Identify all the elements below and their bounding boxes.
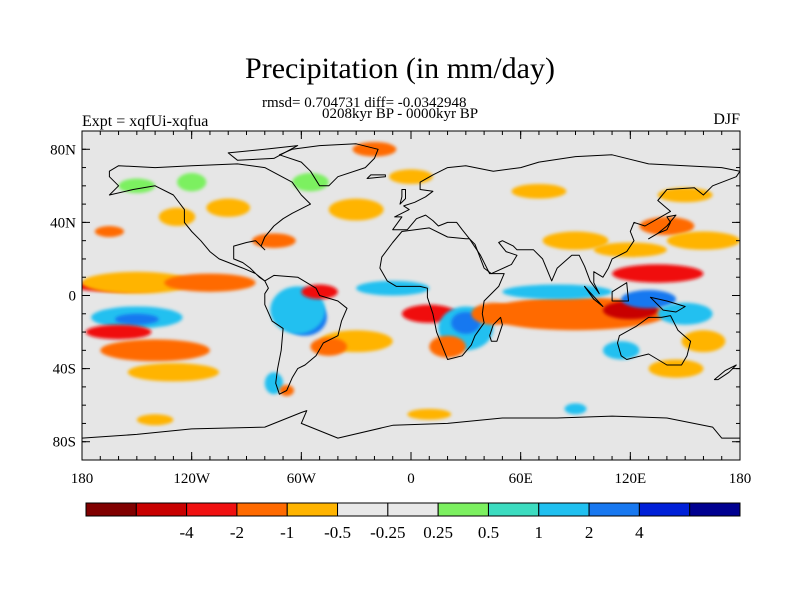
colorbar-swatch [437, 502, 489, 517]
colorbar-label: -4 [180, 523, 195, 542]
colorbar-swatch [487, 502, 540, 517]
colorbar-swatch [538, 502, 590, 517]
anomaly-region [301, 284, 338, 300]
anomaly-region [657, 302, 713, 325]
coastline [584, 285, 595, 300]
colorbar-label: 0.5 [478, 523, 499, 542]
coastline [617, 315, 692, 366]
anomaly-region [429, 335, 466, 358]
anomaly-region [177, 173, 207, 192]
anomaly-region [158, 207, 196, 227]
anomaly-region [100, 339, 210, 362]
coastline [611, 282, 629, 302]
coastline [489, 316, 503, 342]
anomaly-region [564, 403, 587, 415]
colorbar-label: -0.25 [370, 523, 405, 542]
colorbar-swatch [588, 502, 640, 517]
coastline [108, 163, 311, 282]
y-axis: 80N 40N 0 40S 80S [50, 142, 740, 451]
x-tick-label: 120W [173, 471, 211, 487]
anomaly-region [292, 173, 329, 192]
anomaly-region [328, 198, 384, 221]
period-subtitle: 0208kyr BP - 0000kyr BP [322, 106, 479, 122]
coastline [82, 410, 740, 460]
x-tick-label: 60E [509, 471, 533, 487]
colorbar: -4 -2 -1 -0.5 -0.25 0.25 0.5 1 2 4 [85, 502, 741, 542]
colorbar-swatch [337, 502, 389, 517]
anomaly-region [542, 231, 609, 250]
x-tick-label: 0 [407, 471, 415, 487]
y-tick-label: 0 [69, 289, 77, 305]
anomaly-region [127, 363, 220, 382]
colorbar-swatch [186, 502, 238, 517]
anomaly-region [612, 264, 704, 283]
anomaly-region [310, 337, 348, 356]
anomaly-region [114, 313, 159, 325]
anomaly-region [502, 284, 613, 300]
anomaly-region [94, 226, 125, 238]
anomaly-region [593, 242, 667, 258]
experiment-label: Expt = xqfUi-xqfua [82, 113, 209, 130]
anomaly-region [511, 184, 567, 199]
colorbar-label: -2 [230, 523, 244, 542]
x-axis: 180 120W 60W 0 60E 120E 180 [71, 131, 752, 487]
y-tick-label: 40S [53, 362, 76, 378]
y-tick-label: 40N [50, 215, 76, 231]
y-tick-label: 80N [50, 142, 76, 158]
anomaly-region [666, 231, 740, 250]
season-label: DJF [713, 111, 740, 128]
colorbar-label: 4 [635, 523, 644, 542]
anomaly-region [118, 178, 156, 194]
anomaly-region [251, 233, 296, 248]
stats-line: rmsd= 0.704731 diff= -0.0342948 [262, 95, 467, 111]
anomaly-region [85, 324, 152, 340]
x-tick-label: 180 [71, 471, 94, 487]
coastline [264, 274, 348, 395]
anomaly-region [206, 198, 251, 217]
colorbar-swatch [638, 502, 691, 517]
colorbar-label: 0.25 [423, 523, 453, 542]
x-tick-label: 120E [614, 471, 646, 487]
anomaly-region [621, 290, 677, 309]
coastline [392, 154, 740, 295]
colorbar-swatch [286, 502, 339, 517]
colorbar-label: -0.5 [324, 523, 351, 542]
colorbar-label: 2 [585, 523, 594, 542]
coastline [366, 174, 386, 179]
colorbar-swatch [236, 502, 288, 517]
coastline [278, 143, 379, 187]
coastline [649, 296, 686, 313]
anomaly-region [136, 414, 174, 426]
anomaly-layer [82, 141, 740, 426]
coastline [227, 145, 299, 161]
anomaly-region [602, 341, 640, 360]
colorbar-swatch [387, 502, 439, 517]
colorbar-swatch [85, 502, 137, 517]
anomaly-region [164, 273, 256, 292]
coastline [379, 227, 505, 360]
y-tick-label: 80S [53, 435, 76, 451]
coastline [648, 214, 677, 240]
colorbar-swatch [135, 502, 188, 517]
x-tick-label: 180 [729, 471, 752, 487]
coastline-layer [82, 143, 740, 460]
colorbar-label: -1 [280, 523, 294, 542]
colorbar-swatch [689, 502, 741, 517]
colorbar-label: 1 [535, 523, 544, 542]
anomaly-region [82, 271, 192, 294]
x-tick-label: 60W [287, 471, 317, 487]
anomaly-region [648, 359, 704, 378]
coastline [399, 189, 406, 205]
anomaly-region [356, 280, 430, 296]
anomaly-region [681, 330, 726, 353]
map-title: Precipitation (in mm/day) [245, 52, 555, 85]
anomaly-region [389, 169, 433, 185]
anomaly-region [407, 408, 452, 420]
anomaly-region [264, 372, 284, 395]
